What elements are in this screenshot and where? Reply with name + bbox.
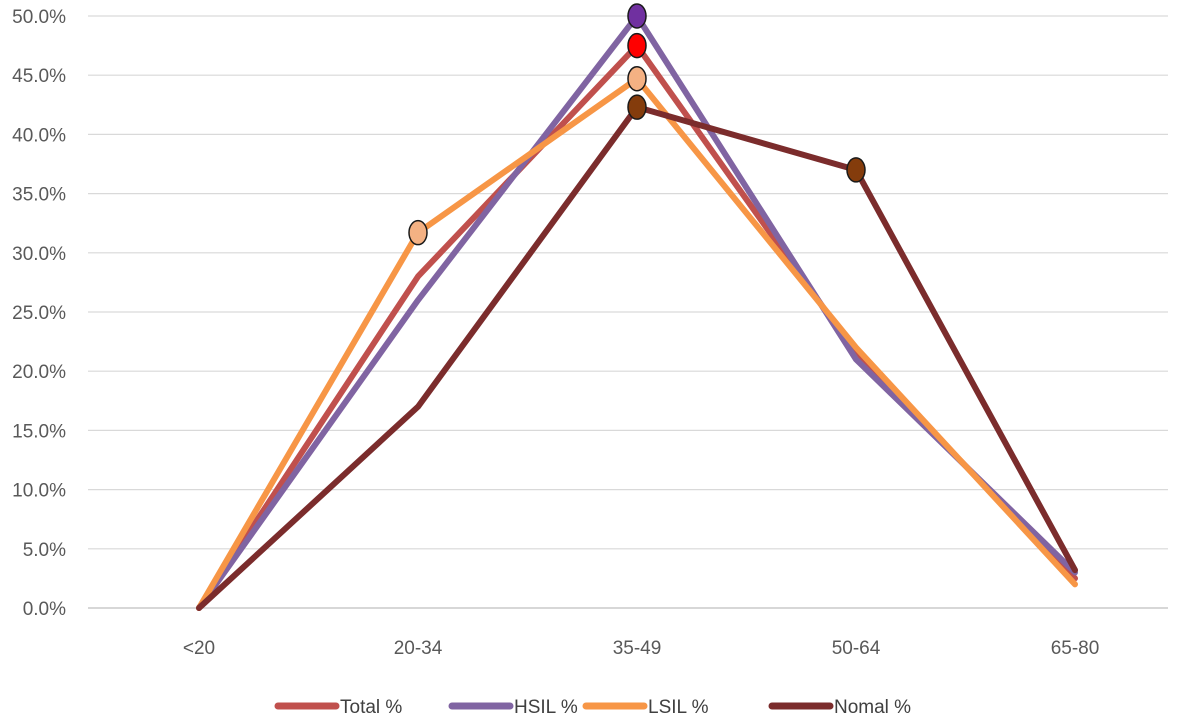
y-tick-label: 45.0% — [12, 66, 66, 87]
y-tick-label: 5.0% — [23, 540, 66, 561]
y-tick-label: 10.0% — [12, 481, 66, 502]
y-tick-label: 50.0% — [12, 7, 66, 28]
legend-label-total: Total % — [340, 697, 402, 718]
x-tick-label: 35-49 — [613, 638, 662, 659]
data-point-lsil — [408, 219, 428, 246]
data-point-nomal — [627, 94, 647, 120]
data-point-hsil — [627, 3, 647, 29]
data-point-lsil — [627, 66, 647, 92]
data-point-nomal — [846, 157, 866, 183]
y-tick-label: 40.0% — [12, 125, 66, 146]
y-tick-label: 0.0% — [23, 599, 66, 620]
x-tick-label: <20 — [183, 638, 215, 659]
y-tick-label: 20.0% — [12, 362, 66, 383]
x-tick-label: 65-80 — [1051, 638, 1100, 659]
data-point-total — [627, 32, 647, 59]
series-line-nomal — [196, 104, 1078, 611]
y-tick-label: 25.0% — [12, 303, 66, 324]
y-axis-ticks: 0.0% 5.0% 10.0% 15.0% 20.0% 25.0% 30.0% 35.0% 40… — [12, 7, 66, 620]
series-markers — [408, 3, 866, 246]
series-line-lsil — [196, 75, 1078, 611]
legend-label-lsil: LSIL % — [648, 697, 709, 718]
legend-label-nomal: Nomal % — [834, 697, 911, 718]
legend-label-hsil: HSIL % — [514, 697, 578, 718]
x-tick-label: 50-64 — [832, 638, 881, 659]
x-axis-ticks: <20 20-34 35-49 50-64 65-80 — [183, 638, 1099, 659]
legend: Total % HSIL % LSIL % Nomal % — [274, 697, 911, 718]
y-tick-label: 15.0% — [12, 421, 66, 442]
x-tick-label: 20-34 — [394, 638, 443, 659]
y-tick-label: 30.0% — [12, 244, 66, 265]
y-tick-label: 35.0% — [12, 185, 66, 206]
